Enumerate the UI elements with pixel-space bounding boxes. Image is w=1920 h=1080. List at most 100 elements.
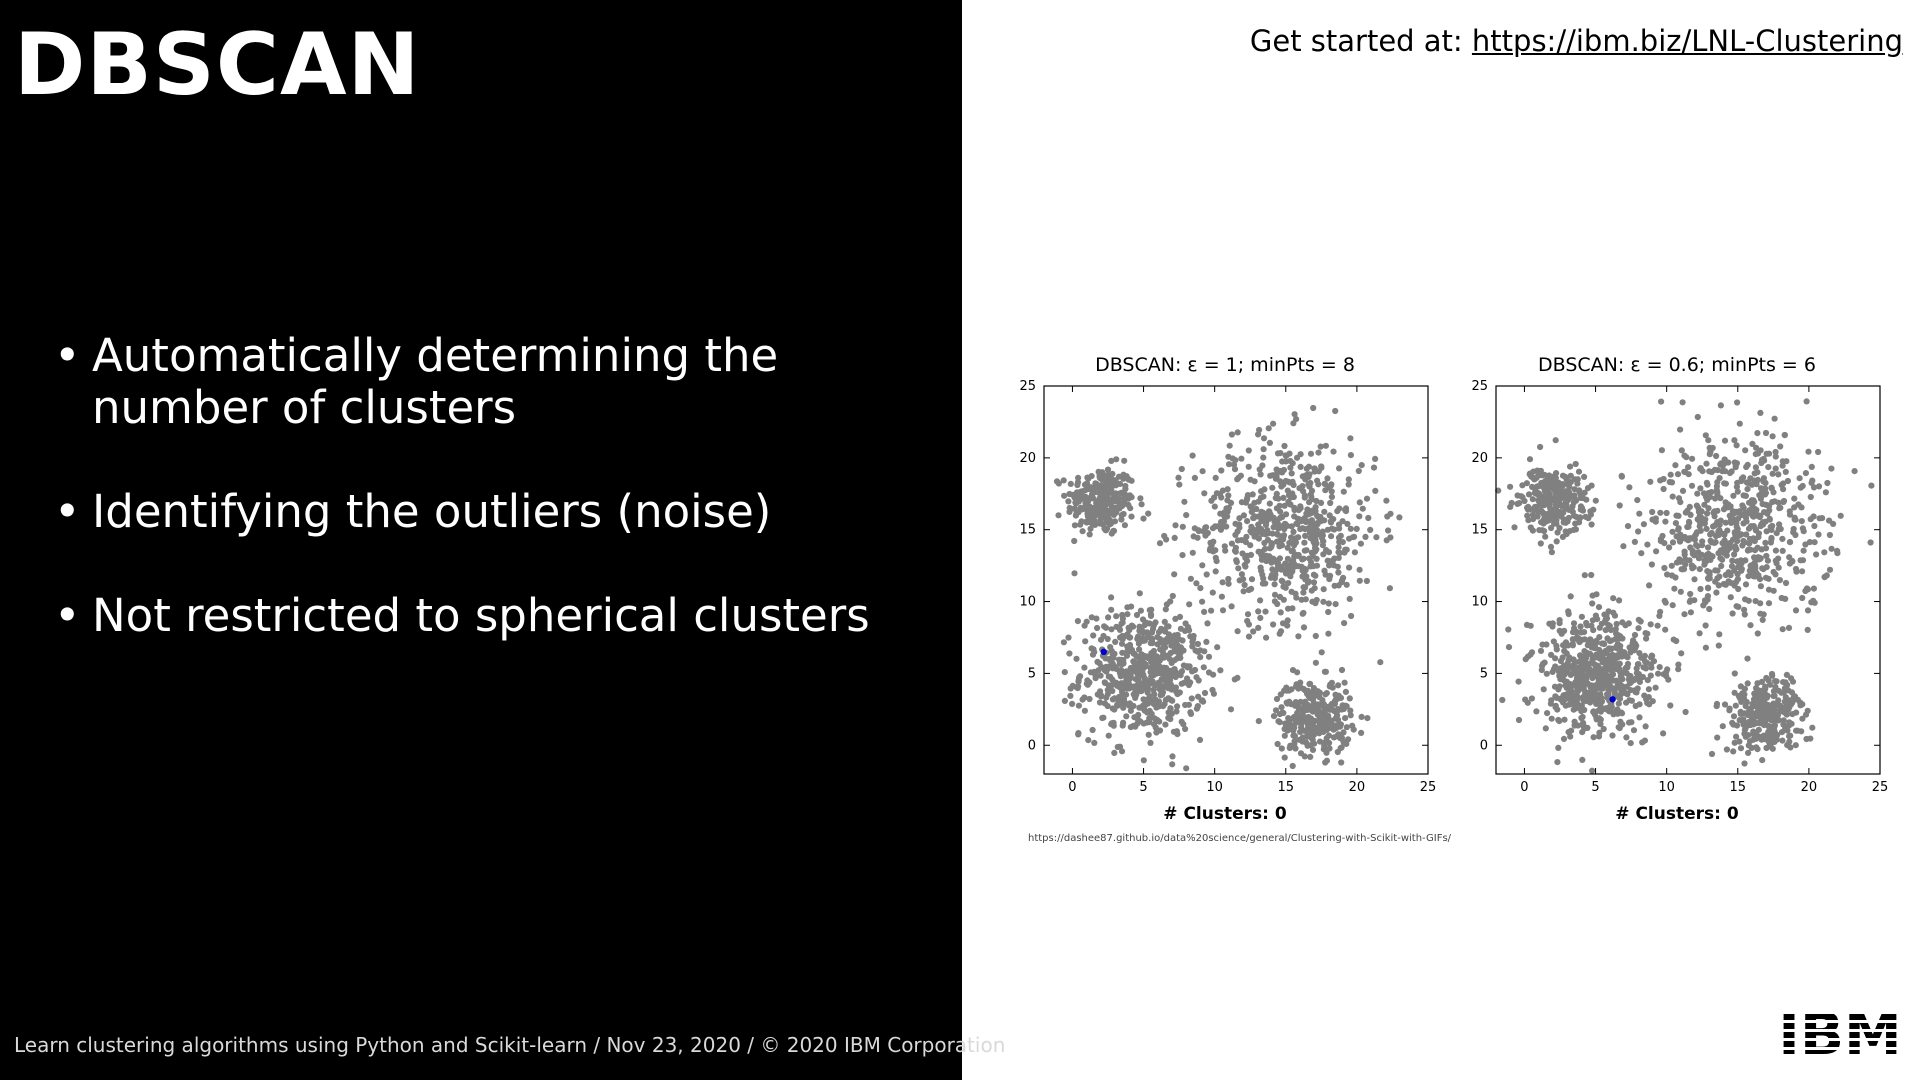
- data-point: [1123, 713, 1130, 720]
- data-point: [1687, 609, 1694, 616]
- data-point: [1162, 721, 1169, 728]
- data-point: [1104, 691, 1111, 698]
- get-started-link[interactable]: https://ibm.biz/LNL-Clustering: [1471, 24, 1903, 58]
- data-point: [1108, 457, 1115, 464]
- data-point: [1804, 626, 1811, 633]
- data-point: [1615, 700, 1622, 707]
- data-point: [1259, 530, 1266, 537]
- data-point: [1567, 479, 1574, 486]
- data-point: [1152, 619, 1159, 626]
- data-point: [1195, 527, 1202, 534]
- dbscan-plot-left: DBSCAN: ε = 1; minPts = 8 0 5 10 15 20 25 0 5 10…: [1000, 354, 1450, 834]
- data-point: [1765, 464, 1772, 471]
- data-point: [1280, 596, 1287, 603]
- data-point: [1284, 727, 1291, 734]
- data-point: [1698, 518, 1705, 525]
- data-point: [1315, 449, 1322, 456]
- data-point: [1808, 463, 1815, 470]
- data-point: [1721, 456, 1728, 463]
- data-point: [1777, 504, 1784, 511]
- data-point: [1764, 692, 1771, 699]
- data-point: [1190, 533, 1197, 540]
- data-point: [1711, 539, 1718, 546]
- data-point: [1715, 582, 1722, 589]
- data-point: [1104, 494, 1111, 501]
- data-point: [1799, 568, 1806, 575]
- data-point: [1130, 722, 1137, 729]
- data-point: [1095, 667, 1102, 674]
- x-tick-label: 25: [1420, 780, 1437, 795]
- data-point: [1607, 626, 1615, 634]
- data-point: [1568, 698, 1575, 705]
- data-point: [1176, 636, 1183, 643]
- data-point: [1150, 721, 1158, 728]
- data-point: [1578, 653, 1585, 661]
- data-point: [1559, 481, 1566, 488]
- plot-title: DBSCAN: ε = 0.6; minPts = 6: [1538, 354, 1816, 376]
- data-point: [1756, 576, 1764, 583]
- data-point: [1284, 622, 1291, 629]
- data-point: [1731, 689, 1738, 696]
- data-point: [1612, 636, 1619, 643]
- data-point: [1797, 702, 1804, 709]
- data-point: [1736, 420, 1743, 427]
- data-point: [1626, 680, 1633, 687]
- data-point: [1214, 644, 1221, 651]
- data-point: [1746, 707, 1753, 714]
- data-point: [1305, 463, 1312, 470]
- data-point: [1191, 666, 1199, 674]
- data-point: [1789, 711, 1796, 718]
- data-point: [1255, 535, 1262, 542]
- data-point: [1322, 668, 1329, 675]
- data-point: [1072, 499, 1079, 506]
- data-point: [1119, 722, 1126, 729]
- data-point: [1325, 732, 1332, 739]
- data-point: [1703, 525, 1710, 532]
- data-point: [1546, 513, 1553, 520]
- data-point: [1593, 591, 1600, 598]
- data-point: [1615, 724, 1622, 731]
- data-point: [1387, 534, 1394, 541]
- data-point: [1624, 654, 1631, 661]
- data-point: [1221, 509, 1228, 516]
- data-point: [1202, 532, 1209, 539]
- data-point: [1702, 644, 1709, 651]
- data-point: [1322, 442, 1329, 449]
- data-point: [1590, 506, 1597, 513]
- data-point: [1273, 531, 1280, 538]
- data-point: [1325, 600, 1332, 607]
- data-point: [1669, 493, 1676, 500]
- data-point: [1297, 698, 1304, 705]
- data-point: [1340, 488, 1347, 495]
- data-point: [1803, 585, 1811, 592]
- data-point: [1592, 497, 1599, 504]
- data-point: [1734, 399, 1741, 406]
- data-point: [1549, 668, 1556, 675]
- data-point: [1187, 575, 1194, 582]
- data-point: [1587, 636, 1594, 643]
- data-point: [1716, 475, 1723, 482]
- data-point: [1595, 604, 1603, 611]
- data-point: [1228, 431, 1235, 438]
- data-point: [1682, 556, 1689, 563]
- image-source-link[interactable]: https://dashee87.github.io/data%20scienc…: [1028, 833, 1452, 844]
- data-point: [1284, 555, 1291, 562]
- data-point: [1598, 620, 1605, 627]
- data-point: [1540, 520, 1547, 527]
- data-point: [1553, 642, 1560, 649]
- data-point: [1287, 493, 1294, 500]
- data-point: [1681, 611, 1688, 618]
- data-point: [1589, 600, 1596, 607]
- data-point: [1238, 455, 1245, 462]
- data-point: [1657, 608, 1664, 615]
- data-point: [1156, 718, 1163, 725]
- data-point: [1557, 502, 1564, 509]
- data-point: [1286, 698, 1293, 705]
- data-point: [1085, 737, 1092, 744]
- data-point: [1557, 695, 1564, 702]
- data-point: [1741, 606, 1748, 613]
- data-point: [1738, 475, 1745, 482]
- data-point: [1722, 581, 1729, 588]
- data-point: [1605, 608, 1612, 615]
- data-point: [1583, 496, 1590, 503]
